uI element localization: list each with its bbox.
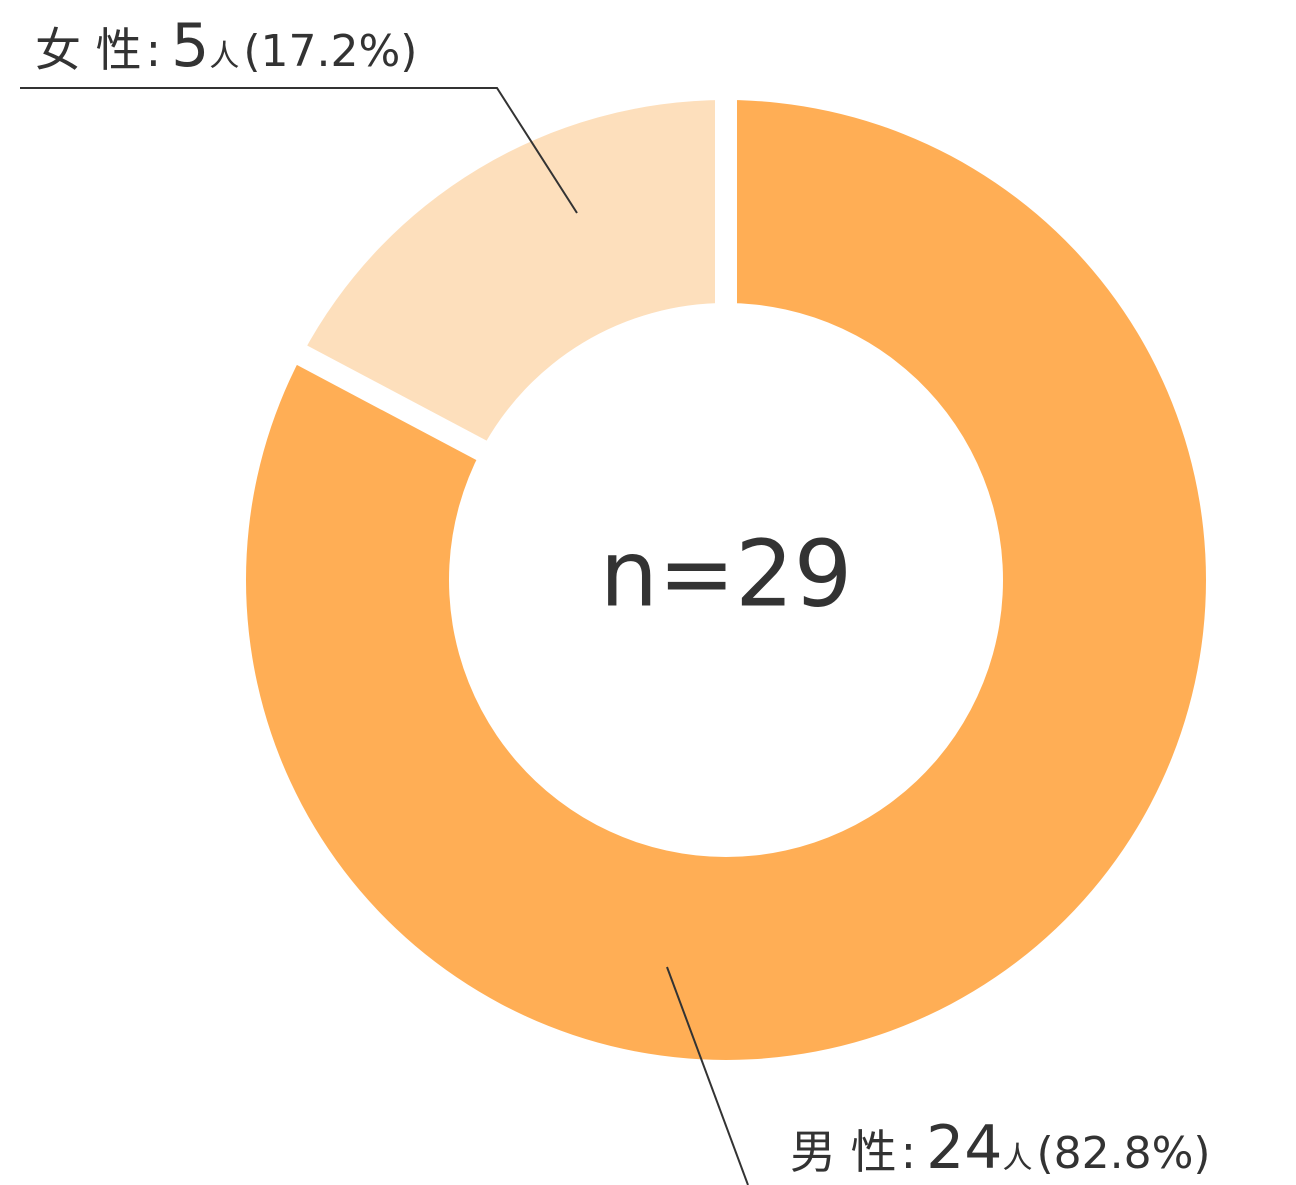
center-label: n=29 (600, 520, 852, 627)
label-value: 5人 (171, 11, 239, 81)
label-category: 男 性 (790, 1125, 897, 1179)
leader-line (20, 87, 578, 214)
label-separator: : (146, 23, 162, 77)
slice (301, 100, 726, 451)
label-category: 女 性 (35, 23, 142, 77)
slice-gap (292, 343, 491, 463)
slice-label: 男 性: 24人(82.8%) (790, 1113, 1211, 1183)
label-percent: (82.8%) (1036, 1128, 1210, 1179)
slice-label: 女 性: 5人(17.2%) (35, 11, 417, 81)
leader-line (666, 966, 749, 1185)
slice (245, 100, 1207, 1060)
label-value: 24人 (926, 1113, 1032, 1183)
label-separator: : (901, 1125, 917, 1179)
label-percent: (17.2%) (243, 26, 417, 77)
